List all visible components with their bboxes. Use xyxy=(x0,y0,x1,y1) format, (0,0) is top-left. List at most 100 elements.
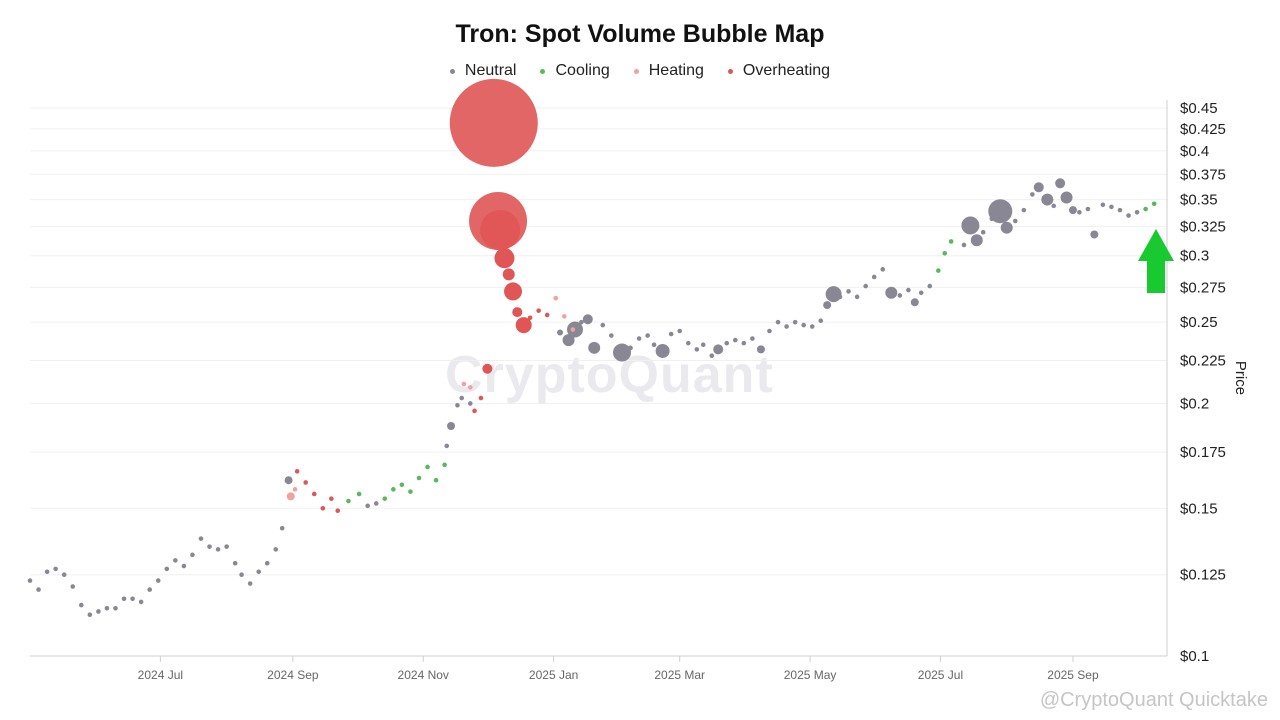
x-tick-label: 2025 Jan xyxy=(529,668,578,682)
legend-dot-neutral-icon xyxy=(449,68,455,74)
point-overheating xyxy=(320,505,326,511)
point-heating xyxy=(461,381,467,387)
point-heating xyxy=(286,492,295,501)
point-neutral xyxy=(1100,202,1106,208)
point-neutral xyxy=(447,422,456,431)
point-neutral xyxy=(1090,230,1099,239)
point-neutral xyxy=(724,340,730,346)
point-neutral xyxy=(467,401,473,406)
point-neutral xyxy=(1051,203,1057,209)
point-neutral xyxy=(147,587,152,592)
y-tick-label: $0.25 xyxy=(1180,314,1218,331)
point-neutral xyxy=(837,294,843,300)
point-neutral xyxy=(455,402,460,408)
point-neutral xyxy=(27,578,33,583)
point-overheating xyxy=(527,315,533,321)
point-neutral xyxy=(1012,218,1018,224)
x-tick-label: 2025 May xyxy=(784,668,837,682)
y-tick-label: $0.4 xyxy=(1180,143,1209,160)
point-neutral xyxy=(871,274,877,280)
point-neutral xyxy=(1085,206,1091,212)
point-neutral xyxy=(1021,207,1027,213)
data-points xyxy=(27,78,1157,618)
y-tick-label: $0.1 xyxy=(1180,648,1209,665)
point-neutral xyxy=(636,336,642,341)
point-neutral xyxy=(365,503,370,509)
legend-label-neutral: Neutral xyxy=(464,62,517,79)
point-neutral xyxy=(980,229,986,235)
point-neutral xyxy=(961,242,967,248)
point-neutral xyxy=(1068,206,1077,215)
chart-title: Tron: Spot Volume Bubble Map xyxy=(455,20,825,48)
point-overheating xyxy=(449,78,538,167)
point-overheating xyxy=(536,308,541,313)
point-neutral xyxy=(121,596,127,602)
point-neutral xyxy=(880,267,886,272)
point-neutral xyxy=(756,345,765,354)
point-neutral xyxy=(44,569,50,575)
legend-item-neutral[interactable]: Neutral xyxy=(449,62,517,80)
legend-label-cooling: Cooling xyxy=(555,62,610,79)
point-neutral xyxy=(609,333,614,338)
point-neutral xyxy=(582,314,593,325)
point-heating xyxy=(467,385,473,390)
point-neutral xyxy=(600,322,606,328)
point-neutral xyxy=(1134,209,1140,215)
y-axis-label: Price xyxy=(1232,361,1249,395)
point-neutral xyxy=(988,199,1013,224)
point-neutral xyxy=(373,501,379,506)
point-neutral xyxy=(215,547,221,552)
point-neutral xyxy=(709,353,715,359)
point-cooling xyxy=(391,487,396,492)
point-overheating xyxy=(478,395,484,401)
point-cooling xyxy=(936,268,941,273)
y-tick-label: $0.2 xyxy=(1180,395,1209,412)
legend-item-cooling[interactable]: Cooling xyxy=(540,62,610,80)
point-neutral xyxy=(1060,191,1073,204)
x-tick-label: 2024 Jul xyxy=(138,668,183,682)
point-neutral xyxy=(910,298,919,307)
point-overheating xyxy=(515,317,532,334)
x-tick-label: 2025 Jul xyxy=(918,668,963,682)
point-cooling xyxy=(408,489,413,494)
point-cooling xyxy=(1151,201,1157,207)
point-neutral xyxy=(264,560,270,566)
legend-item-heating[interactable]: Heating xyxy=(633,62,704,80)
point-neutral xyxy=(190,552,195,558)
point-neutral xyxy=(247,581,253,586)
point-neutral xyxy=(732,337,738,343)
point-neutral xyxy=(87,612,93,618)
y-tick-label: $0.275 xyxy=(1180,279,1226,296)
point-neutral xyxy=(651,342,657,347)
point-neutral xyxy=(655,343,670,358)
point-overheating xyxy=(329,496,334,501)
point-neutral xyxy=(113,605,118,611)
point-neutral xyxy=(846,289,851,294)
point-neutral xyxy=(854,294,860,300)
point-neutral xyxy=(164,566,170,572)
up-arrow-icon xyxy=(1138,229,1174,293)
x-tick-label: 2025 Sep xyxy=(1047,668,1099,682)
point-overheating xyxy=(294,469,300,474)
point-neutral xyxy=(961,216,980,235)
point-cooling xyxy=(433,477,439,483)
x-tick-label: 2024 Sep xyxy=(267,668,319,682)
point-heating xyxy=(292,487,298,492)
point-neutral xyxy=(1077,209,1082,215)
y-tick-label: $0.175 xyxy=(1180,444,1226,461)
point-neutral xyxy=(694,347,700,352)
y-tick-label: $0.3 xyxy=(1180,248,1209,265)
legend-item-overheating[interactable]: Overheating xyxy=(727,62,830,80)
y-tick-label: $0.225 xyxy=(1180,353,1226,370)
point-neutral xyxy=(273,547,279,552)
point-neutral xyxy=(645,333,650,338)
grid-lines xyxy=(30,107,1167,657)
point-neutral xyxy=(1030,192,1035,197)
x-tick-label: 2024 Nov xyxy=(398,668,449,682)
point-overheating xyxy=(482,363,493,374)
point-neutral xyxy=(579,319,584,325)
point-cooling xyxy=(346,498,351,504)
point-neutral xyxy=(927,283,933,289)
point-overheating xyxy=(303,480,309,485)
